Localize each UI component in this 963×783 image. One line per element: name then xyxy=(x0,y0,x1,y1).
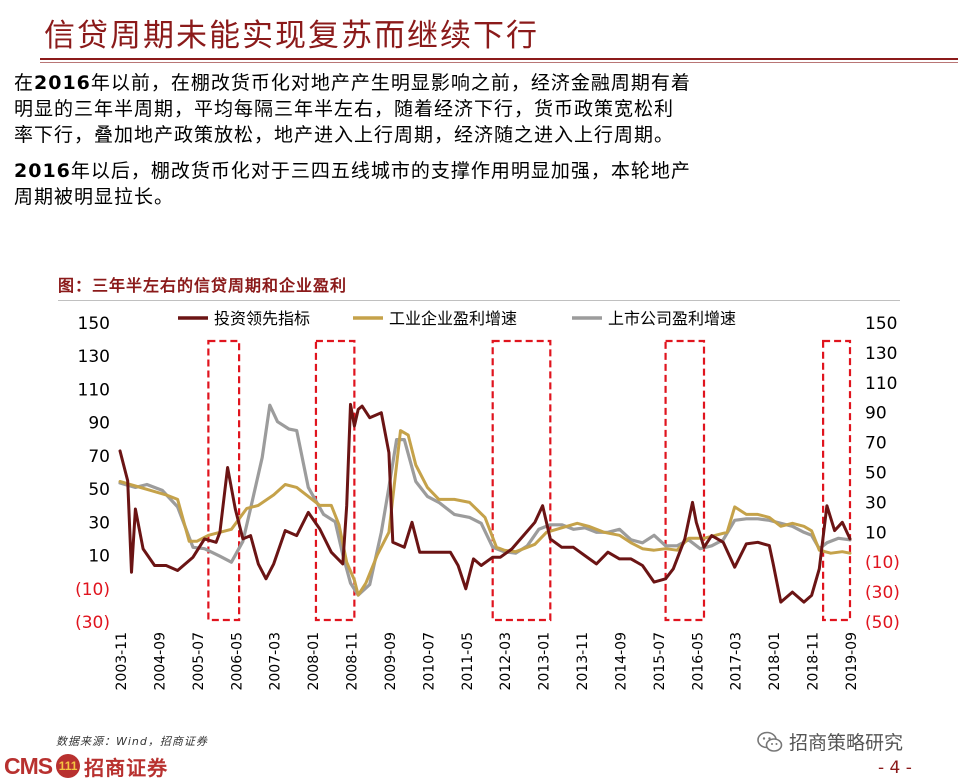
paragraph-2: 2016年以后，棚改货币化对于三四五线城市的支撑作用明显加强，本轮地产 周期被明… xyxy=(14,158,959,210)
series-line-2 xyxy=(118,429,852,597)
x-axis-tick-label: 2013-01 xyxy=(537,632,553,691)
x-axis-tick-label: 2012-03 xyxy=(498,632,514,691)
x-axis-tick-label: 2010-07 xyxy=(421,632,437,691)
x-axis-tick-label: 2019-09 xyxy=(844,632,860,691)
left-axis-tick-label: 30 xyxy=(88,513,110,533)
left-axis-tick-label: 70 xyxy=(88,447,110,467)
title-divider xyxy=(40,58,958,60)
paragraph-1-line3: 率下行，叠加地产政策放松，地产进入上行周期，经济随之进入上行周期。 xyxy=(14,124,675,146)
page-title: 信贷周期未能实现复苏而继续下行 xyxy=(44,18,539,54)
paragraph-1-line1: 年以前，在棚改货币化对地产产生明显影响之前，经济金融周期有着 xyxy=(90,72,691,94)
x-axis-tick-label: 2005-07 xyxy=(191,632,207,691)
paragraph-2-line1: 年以后，棚改货币化对于三四五线城市的支撑作用明显加强，本轮地产 xyxy=(70,160,691,182)
logo-badge-icon: 111 xyxy=(56,754,81,778)
series-line-3 xyxy=(118,403,852,597)
x-axis-tick-label: 2006-05 xyxy=(229,632,245,691)
right-axis-tick-label: (30) xyxy=(865,583,900,603)
logo-badge-text: 111 xyxy=(58,759,78,773)
right-axis-tick-label: 110 xyxy=(865,374,897,394)
legend-label-1: 投资领先指标 xyxy=(214,309,310,328)
x-axis-tick-label: 2008-01 xyxy=(306,632,322,691)
left-axis-tick-label: 50 xyxy=(88,480,110,500)
x-axis-tick-label: 2009-09 xyxy=(383,632,399,691)
company-logo: CMS 111 招商证券 xyxy=(4,751,168,781)
right-axis-tick-label: 70 xyxy=(865,434,887,454)
x-axis-tick-label: 2018-01 xyxy=(767,632,783,691)
data-source: 数据来源：Wind，招商证券 xyxy=(56,735,208,748)
highlight-period-box xyxy=(207,339,241,622)
x-axis-tick-label: 2003-11 xyxy=(114,632,130,691)
highlight-period-box xyxy=(314,339,356,622)
wechat-account-name: 招商策略研究 xyxy=(789,732,904,754)
x-axis-tick-label: 2004-09 xyxy=(152,632,168,691)
left-axis-tick-label: 90 xyxy=(88,414,110,434)
x-axis-tick-label: 2014-09 xyxy=(613,632,629,691)
left-axis-tick-label: (10) xyxy=(75,580,110,600)
x-axis-tick-label: 2015-07 xyxy=(652,632,668,691)
right-axis-tick-label: 10 xyxy=(865,523,887,543)
wechat-account: 招商策略研究 xyxy=(757,728,903,755)
x-axis-tick-label: 2018-11 xyxy=(806,632,822,691)
left-axis-tick-label: (30) xyxy=(75,613,110,633)
highlight-period-box xyxy=(664,339,706,622)
logo-cms-text: CMS xyxy=(4,752,53,779)
paragraph-1-prefix: 在 xyxy=(14,72,35,94)
right-axis-tick-label: (50) xyxy=(865,613,900,633)
legend-label-2: 工业企业盈利增速 xyxy=(389,309,517,328)
right-axis-tick-label: 50 xyxy=(865,464,887,484)
highlight-period-box xyxy=(822,339,852,622)
right-axis-tick-label: (10) xyxy=(865,553,900,573)
series-line-1 xyxy=(118,402,852,604)
x-axis-tick-label: 2013-11 xyxy=(575,632,591,691)
x-axis-tick-label: 2017-03 xyxy=(729,632,745,691)
paragraph-2-line2: 周期被明显拉长。 xyxy=(14,186,175,208)
chart-title: 图：三年半左右的信贷周期和企业盈利 xyxy=(58,276,348,295)
wechat-icon xyxy=(757,731,783,752)
paragraph-1: 在2016年以前，在棚改货币化对地产产生明显影响之前，经济金融周期有着 明显的三… xyxy=(14,70,959,148)
left-axis-tick-label: 110 xyxy=(78,380,110,400)
title-divider-thin xyxy=(40,62,958,63)
right-axis-tick-label: 90 xyxy=(865,404,887,424)
x-axis-tick-label: 2016-05 xyxy=(690,632,706,691)
right-axis-tick-label: 30 xyxy=(865,493,887,513)
right-axis-tick-label: 150 xyxy=(865,314,897,334)
chart-header-divider xyxy=(58,300,900,301)
logo-company-name: 招商证券 xyxy=(84,755,169,780)
x-axis-tick-label: 2008-11 xyxy=(345,632,361,691)
x-axis-tick-label: 2011-05 xyxy=(460,632,476,691)
paragraph-2-year: 2016 xyxy=(14,160,71,182)
legend-label-3: 上市公司盈利增速 xyxy=(608,309,736,328)
x-axis-tick-label: 2007-03 xyxy=(268,632,284,691)
left-axis-tick-label: 150 xyxy=(78,314,110,334)
page-number: - 4 - xyxy=(878,758,912,778)
right-axis-tick-label: 130 xyxy=(865,344,897,364)
left-axis-tick-label: 130 xyxy=(78,347,110,367)
paragraph-1-year: 2016 xyxy=(34,72,91,94)
left-axis-tick-label: 10 xyxy=(88,547,110,567)
paragraph-1-line2: 明显的三年半周期，平均每隔三年半左右，随着经济下行，货币政策宽松利 xyxy=(14,98,675,120)
highlight-period-box xyxy=(491,339,552,622)
